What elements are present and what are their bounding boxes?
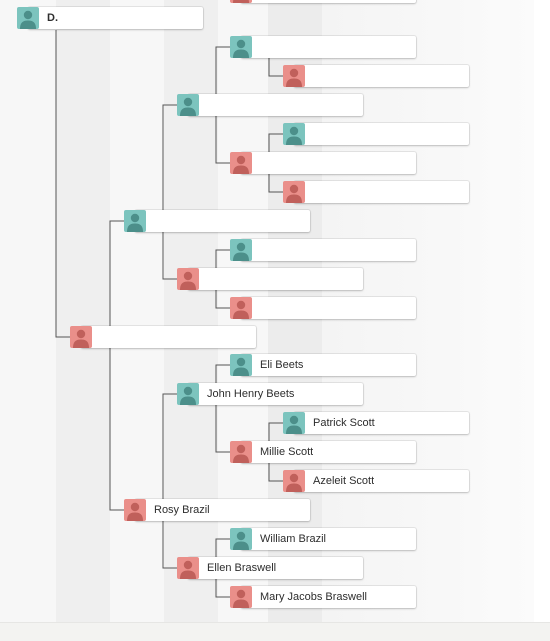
person-node[interactable] xyxy=(283,181,469,203)
person-node[interactable] xyxy=(177,94,363,116)
person-name: Ellen Braswell xyxy=(207,562,277,574)
person-card xyxy=(294,181,469,203)
person-node[interactable]: William Brazil xyxy=(230,528,416,550)
person-card xyxy=(188,383,363,405)
person-card xyxy=(241,36,416,58)
person-card xyxy=(188,268,363,290)
person-silhouette-icon xyxy=(230,441,252,463)
person-card xyxy=(294,65,469,87)
person-node[interactable]: John Henry Beets xyxy=(177,383,363,405)
person-silhouette-icon xyxy=(283,123,305,145)
person-name: Eli Beets xyxy=(260,359,304,371)
person-silhouette-icon xyxy=(177,268,199,290)
person-card xyxy=(188,557,363,579)
person-silhouette-icon xyxy=(177,94,199,116)
person-card xyxy=(241,152,416,174)
person-node-mother[interactable] xyxy=(70,326,256,348)
person-silhouette-icon xyxy=(230,239,252,261)
person-card xyxy=(135,499,310,521)
person-node[interactable]: Eli Beets xyxy=(230,354,416,376)
person-silhouette-icon xyxy=(283,412,305,434)
person-node[interactable] xyxy=(230,239,416,261)
person-name: Millie Scott xyxy=(260,446,314,458)
person-node[interactable]: Millie Scott xyxy=(230,441,416,463)
footer-strip xyxy=(0,622,550,641)
column-band xyxy=(56,0,110,622)
person-name: Rosy Brazil xyxy=(154,504,210,516)
person-name: William Brazil xyxy=(260,533,326,545)
person-card xyxy=(188,94,363,116)
person-card xyxy=(241,354,416,376)
person-node[interactable]: Ellen Braswell xyxy=(177,557,363,579)
column-band xyxy=(0,0,56,622)
person-silhouette-icon xyxy=(283,65,305,87)
person-silhouette-icon xyxy=(230,0,252,3)
person-card xyxy=(241,441,416,463)
person-silhouette-icon xyxy=(70,326,92,348)
person-node[interactable] xyxy=(230,152,416,174)
connector-lines xyxy=(55,30,283,598)
person-silhouette-icon xyxy=(230,36,252,58)
person-card xyxy=(241,297,416,319)
person-name: Patrick Scott xyxy=(313,417,375,429)
person-silhouette-icon xyxy=(230,152,252,174)
person-silhouette-icon xyxy=(283,181,305,203)
person-card xyxy=(135,210,310,232)
person-node-root[interactable]: D. xyxy=(17,7,203,29)
person-name: D. xyxy=(47,12,58,24)
person-card xyxy=(28,7,203,29)
person-card xyxy=(294,412,469,434)
person-card xyxy=(241,586,416,608)
person-name: John Henry Beets xyxy=(207,388,295,400)
person-card xyxy=(81,326,256,348)
person-node[interactable] xyxy=(124,210,310,232)
person-node[interactable] xyxy=(230,36,416,58)
person-silhouette-icon xyxy=(177,557,199,579)
person-node[interactable]: Patrick Scott xyxy=(283,412,469,434)
person-silhouette-icon xyxy=(230,354,252,376)
person-card xyxy=(294,470,469,492)
person-silhouette-icon xyxy=(124,499,146,521)
person-node[interactable] xyxy=(283,123,469,145)
person-silhouette-icon xyxy=(17,7,39,29)
person-silhouette-icon xyxy=(177,383,199,405)
person-name: Azeleit Scott xyxy=(313,475,375,487)
person-silhouette-icon xyxy=(230,586,252,608)
person-silhouette-icon xyxy=(230,528,252,550)
person-silhouette-icon xyxy=(124,210,146,232)
person-card xyxy=(241,528,416,550)
person-node[interactable]: Mary Jacobs Braswell xyxy=(230,586,416,608)
person-node[interactable] xyxy=(230,0,416,3)
person-node[interactable]: Azeleit Scott xyxy=(283,470,469,492)
person-node[interactable] xyxy=(230,297,416,319)
person-node[interactable] xyxy=(283,65,469,87)
person-silhouette-icon xyxy=(283,470,305,492)
person-node[interactable] xyxy=(177,268,363,290)
person-card xyxy=(241,239,416,261)
person-name: Mary Jacobs Braswell xyxy=(260,591,367,603)
person-node[interactable]: Rosy Brazil xyxy=(124,499,310,521)
person-card xyxy=(294,123,469,145)
pedigree-tree: D. Rosy Brazil John Henry Beets Ellen Br… xyxy=(0,0,534,622)
person-card xyxy=(241,0,416,3)
person-silhouette-icon xyxy=(230,297,252,319)
